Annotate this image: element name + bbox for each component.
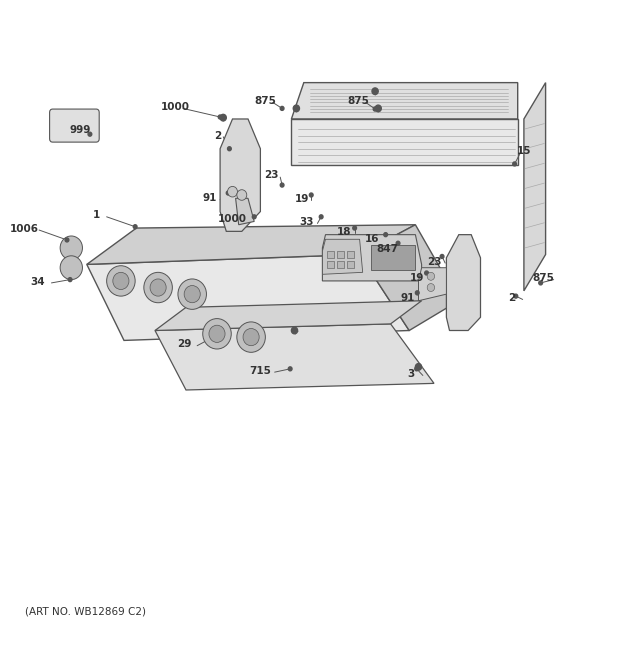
Text: 19: 19 <box>410 273 425 284</box>
Circle shape <box>427 284 435 292</box>
Bar <box>327 251 334 258</box>
Circle shape <box>425 271 428 275</box>
Polygon shape <box>87 225 415 264</box>
Circle shape <box>415 291 419 295</box>
Circle shape <box>144 272 172 303</box>
Circle shape <box>288 367 292 371</box>
Circle shape <box>514 294 518 298</box>
Circle shape <box>427 272 435 280</box>
Circle shape <box>214 334 218 338</box>
Polygon shape <box>291 83 518 119</box>
Polygon shape <box>155 301 422 330</box>
Circle shape <box>203 319 231 349</box>
Polygon shape <box>220 119 260 231</box>
Circle shape <box>68 278 72 282</box>
Bar <box>327 261 334 268</box>
Circle shape <box>65 238 69 242</box>
Circle shape <box>237 190 247 200</box>
Bar <box>371 245 415 270</box>
Circle shape <box>415 367 419 371</box>
Circle shape <box>373 107 377 111</box>
Text: 91: 91 <box>202 193 217 204</box>
Circle shape <box>291 327 298 334</box>
Bar <box>347 251 354 258</box>
Text: 91: 91 <box>401 293 415 303</box>
Polygon shape <box>360 225 459 330</box>
Bar <box>347 261 354 268</box>
Circle shape <box>384 233 388 237</box>
Text: 33: 33 <box>299 217 314 227</box>
Circle shape <box>218 115 222 119</box>
Text: 23: 23 <box>427 256 441 267</box>
Circle shape <box>88 132 92 136</box>
Polygon shape <box>418 268 446 301</box>
Text: 15: 15 <box>516 145 531 156</box>
Circle shape <box>372 88 378 95</box>
Text: 3: 3 <box>407 369 415 379</box>
Text: 2: 2 <box>215 130 222 141</box>
Circle shape <box>513 162 516 166</box>
Circle shape <box>237 322 265 352</box>
Text: 18: 18 <box>337 227 352 237</box>
Text: 875: 875 <box>254 96 277 106</box>
Text: 19: 19 <box>294 194 309 204</box>
Circle shape <box>243 329 259 346</box>
Circle shape <box>228 147 231 151</box>
Text: ReplacementParts.com: ReplacementParts.com <box>253 249 367 260</box>
Polygon shape <box>87 254 409 340</box>
Bar <box>337 251 344 258</box>
Circle shape <box>209 325 225 342</box>
Text: 999: 999 <box>70 125 91 136</box>
Text: 23: 23 <box>264 170 278 180</box>
Polygon shape <box>524 83 546 291</box>
Circle shape <box>319 215 323 219</box>
Polygon shape <box>322 239 363 274</box>
Circle shape <box>60 236 82 260</box>
Text: 715: 715 <box>249 366 272 376</box>
FancyBboxPatch shape <box>50 109 99 142</box>
Text: 1000: 1000 <box>161 102 189 112</box>
Text: 875: 875 <box>347 96 370 106</box>
Circle shape <box>280 106 284 110</box>
Circle shape <box>280 183 284 187</box>
Circle shape <box>396 241 400 245</box>
Circle shape <box>440 254 444 258</box>
Circle shape <box>60 256 82 280</box>
Circle shape <box>133 225 137 229</box>
Circle shape <box>353 226 356 230</box>
Polygon shape <box>446 235 480 330</box>
Polygon shape <box>236 198 254 225</box>
Text: 1000: 1000 <box>218 214 247 224</box>
Circle shape <box>107 266 135 296</box>
Text: 875: 875 <box>533 273 555 284</box>
Circle shape <box>228 186 237 197</box>
Text: 2: 2 <box>508 293 516 303</box>
Circle shape <box>150 279 166 296</box>
Polygon shape <box>291 119 518 165</box>
Text: 29: 29 <box>177 339 192 350</box>
Text: 16: 16 <box>365 233 379 244</box>
Bar <box>337 261 344 268</box>
Circle shape <box>178 279 206 309</box>
Text: 1006: 1006 <box>11 223 39 234</box>
Text: 1: 1 <box>93 210 100 221</box>
Text: (ART NO. WB12869 C2): (ART NO. WB12869 C2) <box>25 606 146 617</box>
Polygon shape <box>155 324 434 390</box>
Text: 847: 847 <box>376 243 399 254</box>
Polygon shape <box>322 235 422 281</box>
Circle shape <box>226 191 230 195</box>
Circle shape <box>309 193 313 197</box>
Text: 34: 34 <box>30 276 45 287</box>
Circle shape <box>375 105 381 112</box>
Circle shape <box>293 105 299 112</box>
Circle shape <box>539 281 542 285</box>
Circle shape <box>184 286 200 303</box>
Circle shape <box>415 364 422 370</box>
Circle shape <box>220 114 226 121</box>
Circle shape <box>113 272 129 290</box>
Circle shape <box>252 215 256 219</box>
